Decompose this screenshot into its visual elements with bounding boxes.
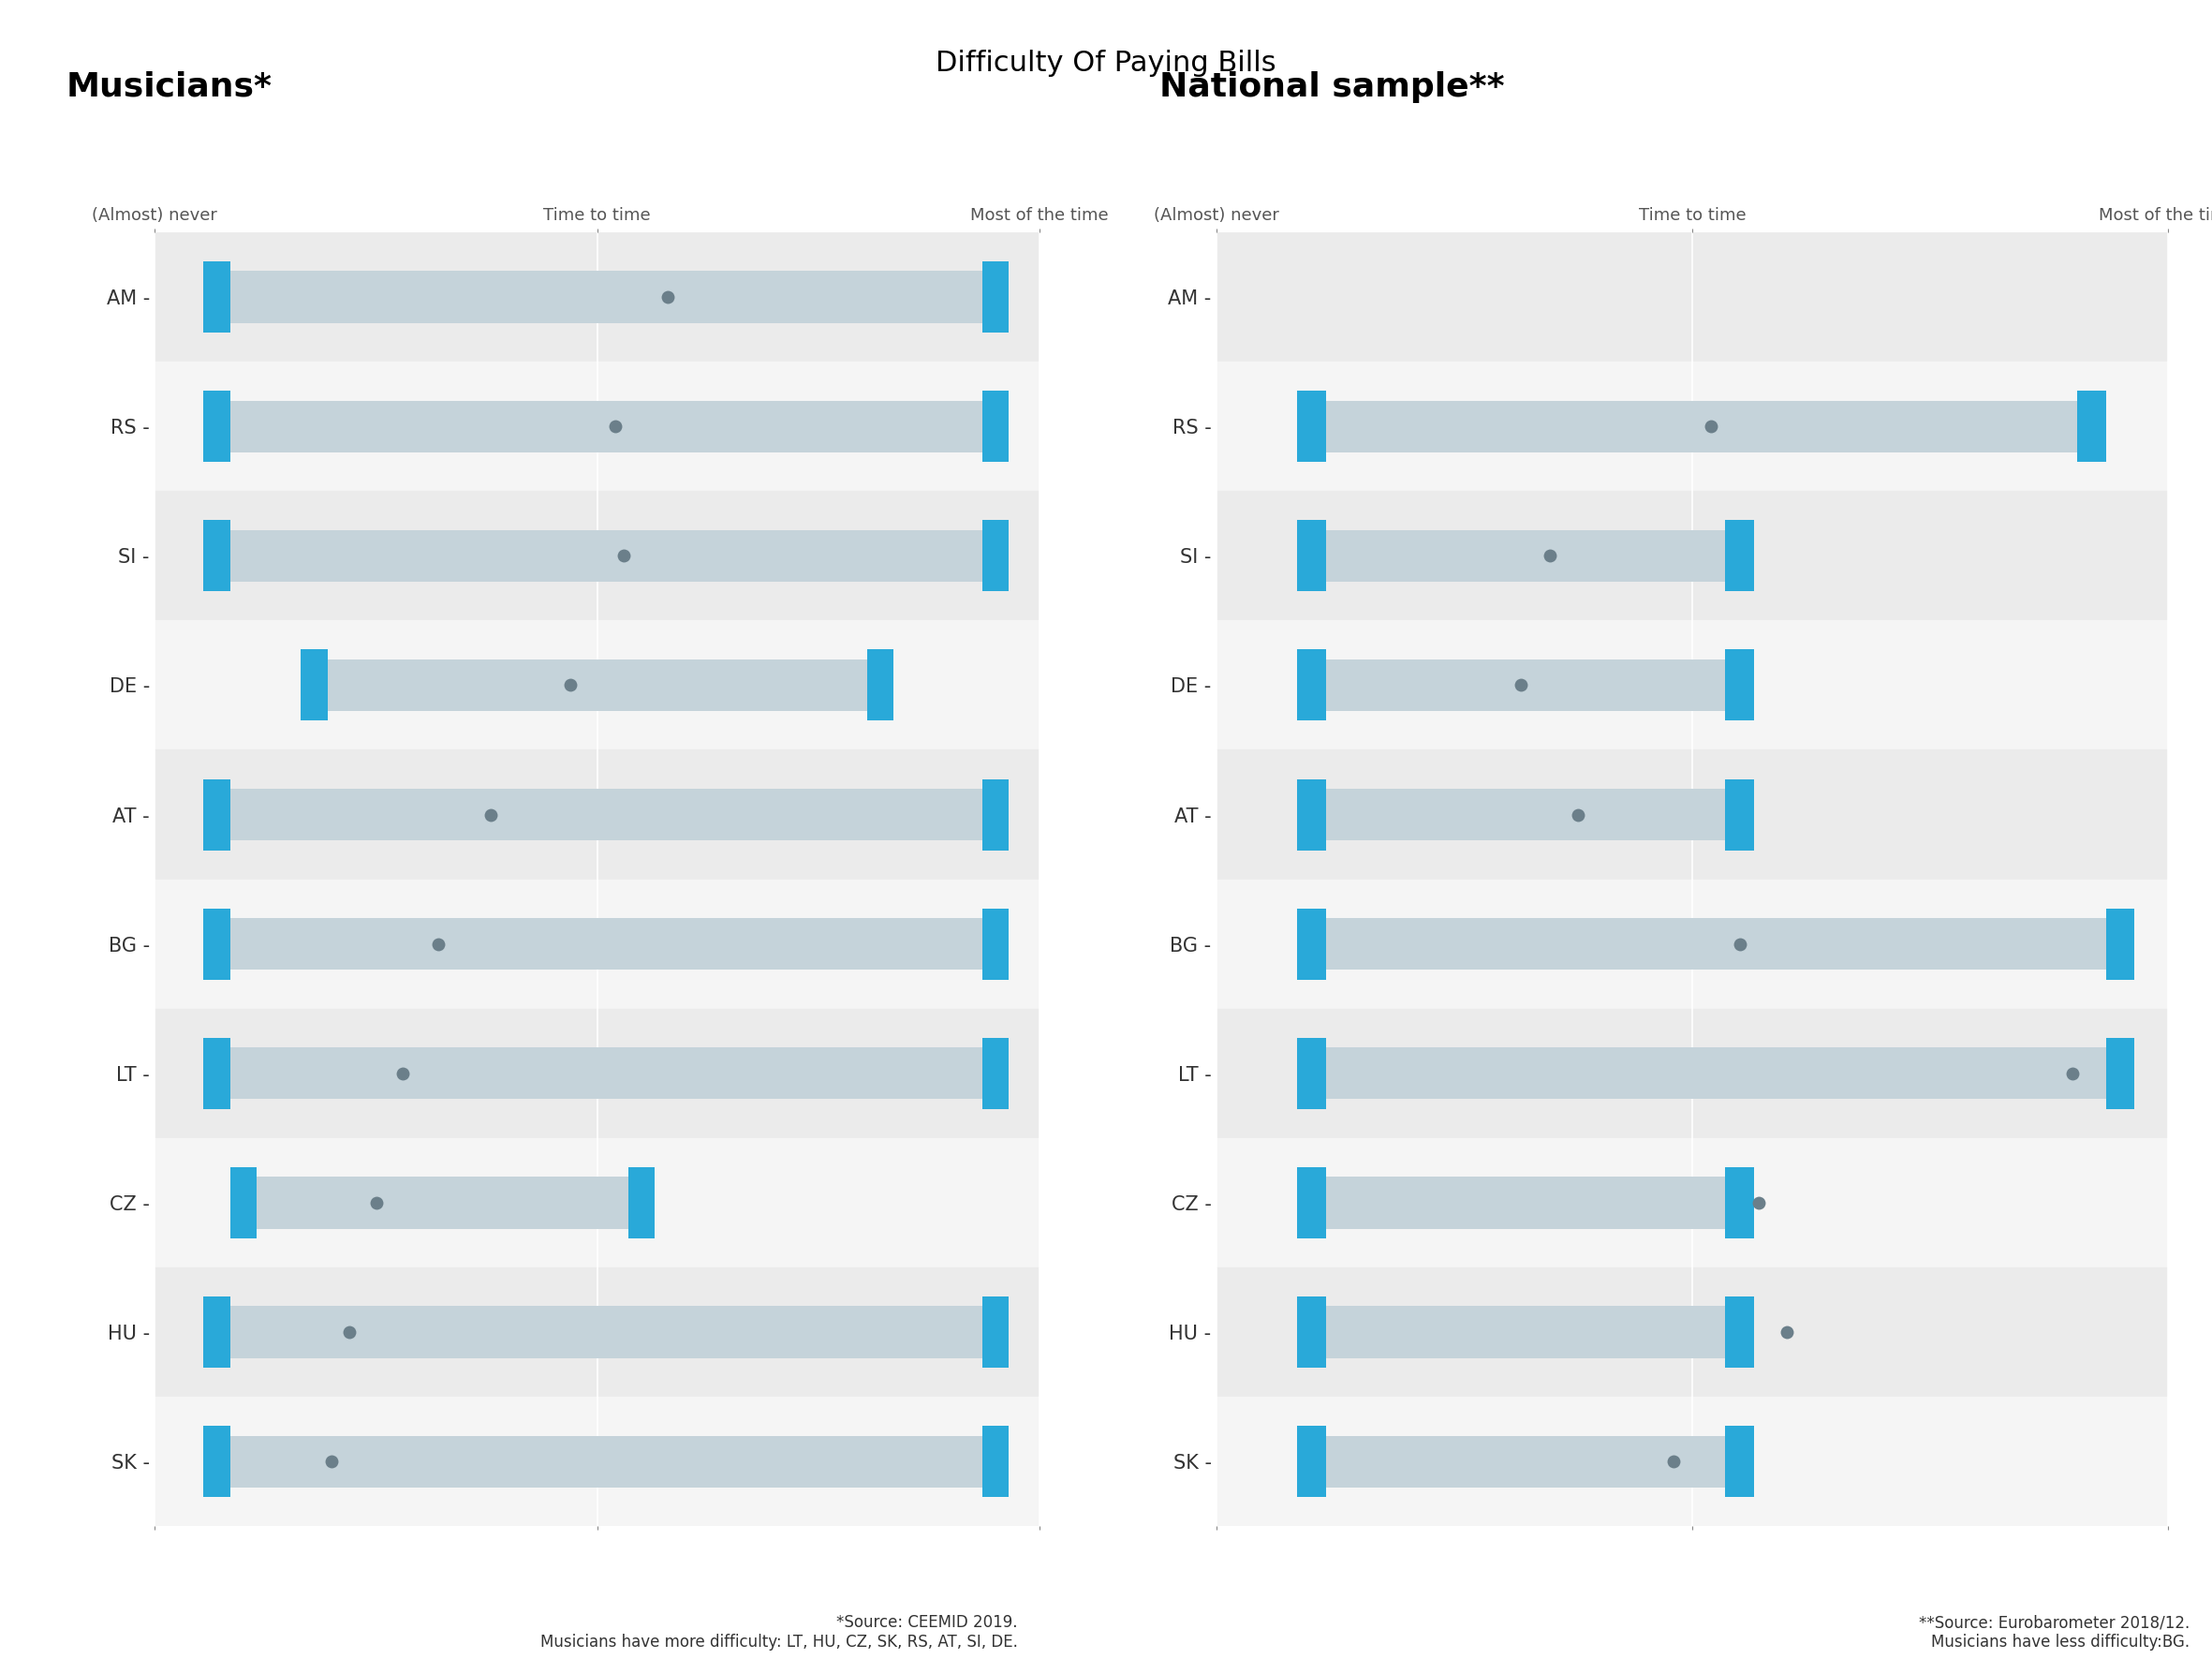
Bar — [243, 1176, 641, 1229]
Bar — [155, 879, 1040, 1009]
Text: *Source: CEEMID 2019.
Musicians have more difficulty: LT, HU, CZ, SK, RS, AT, SI: *Source: CEEMID 2019. Musicians have mor… — [540, 1614, 1018, 1651]
Bar — [1298, 392, 1325, 461]
Bar — [1217, 362, 2168, 491]
Bar — [217, 1435, 995, 1488]
Bar — [1217, 750, 2168, 879]
Bar — [982, 262, 1009, 332]
Bar — [1312, 659, 1739, 712]
Bar — [155, 1267, 1040, 1397]
Bar — [204, 780, 230, 849]
Bar — [204, 1427, 230, 1496]
Bar — [1217, 1267, 2168, 1397]
Bar — [155, 1397, 1040, 1526]
Bar — [982, 1297, 1009, 1367]
Bar — [314, 659, 880, 712]
Bar — [204, 909, 230, 979]
Bar — [155, 1009, 1040, 1138]
Bar — [1725, 521, 1754, 591]
Text: Musicians*: Musicians* — [66, 71, 272, 103]
Bar — [1312, 529, 1739, 582]
Text: Difficulty Of Paying Bills: Difficulty Of Paying Bills — [936, 50, 1276, 76]
Bar — [2106, 909, 2135, 979]
Bar — [1725, 780, 1754, 849]
Bar — [982, 909, 1009, 979]
Bar — [217, 788, 995, 841]
Bar — [1217, 1138, 2168, 1267]
Bar — [217, 400, 995, 453]
Bar — [204, 392, 230, 461]
Bar — [1312, 1435, 1739, 1488]
Bar — [2106, 1039, 2135, 1108]
Bar — [301, 650, 327, 720]
Bar — [982, 780, 1009, 849]
Bar — [204, 1297, 230, 1367]
Bar — [217, 1306, 995, 1359]
Bar — [217, 1047, 995, 1100]
Bar — [1217, 232, 2168, 362]
Bar — [1217, 879, 2168, 1009]
Bar — [1298, 1427, 1325, 1496]
Bar — [1298, 1039, 1325, 1108]
Bar — [1217, 491, 2168, 620]
Bar — [155, 362, 1040, 491]
Bar — [867, 650, 894, 720]
Bar — [1312, 1176, 1739, 1229]
Bar — [2077, 392, 2106, 461]
Bar — [1312, 1047, 2119, 1100]
Bar — [1298, 1297, 1325, 1367]
Bar — [217, 529, 995, 582]
Bar — [1312, 788, 1739, 841]
Bar — [217, 270, 995, 324]
Bar — [1217, 1397, 2168, 1526]
Bar — [204, 1039, 230, 1108]
Text: **Source: Eurobarometer 2018/12.
Musicians have less difficulty:BG.: **Source: Eurobarometer 2018/12. Musicia… — [1920, 1614, 2190, 1651]
Bar — [1217, 620, 2168, 750]
Bar — [982, 521, 1009, 591]
Text: National sample**: National sample** — [1159, 71, 1504, 103]
Bar — [1312, 917, 2119, 971]
Bar — [204, 262, 230, 332]
Bar — [1725, 1427, 1754, 1496]
Bar — [1725, 1168, 1754, 1238]
Bar — [204, 521, 230, 591]
Bar — [982, 392, 1009, 461]
Bar — [155, 232, 1040, 362]
Bar — [155, 491, 1040, 620]
Bar — [982, 1039, 1009, 1108]
Bar — [1217, 1009, 2168, 1138]
Bar — [1725, 1297, 1754, 1367]
Bar — [155, 620, 1040, 750]
Bar — [1298, 909, 1325, 979]
Bar — [1312, 1306, 1739, 1359]
Bar — [230, 1168, 257, 1238]
Bar — [1312, 400, 2093, 453]
Bar — [1725, 650, 1754, 720]
Bar — [628, 1168, 655, 1238]
Bar — [217, 917, 995, 971]
Bar — [1298, 650, 1325, 720]
Bar — [982, 1427, 1009, 1496]
Bar — [1298, 780, 1325, 849]
Bar — [1298, 521, 1325, 591]
Bar — [1298, 1168, 1325, 1238]
Bar — [155, 1138, 1040, 1267]
Bar — [155, 750, 1040, 879]
